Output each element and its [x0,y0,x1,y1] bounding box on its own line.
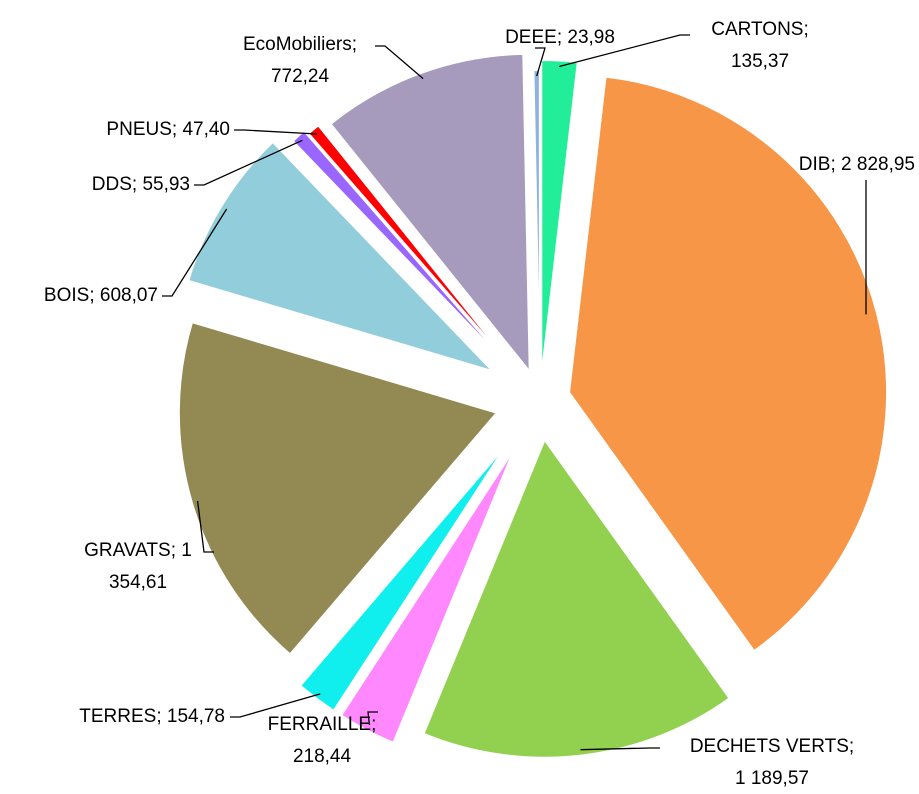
data-label-line: DIB; 2 828,95 [799,154,915,175]
data-label-line: 772,24 [271,66,330,87]
data-label-line: 135,37 [731,51,789,72]
pie-slice [291,129,514,372]
data-label-line: 218,44 [293,746,352,767]
leader-line [375,45,424,80]
leader-line [367,711,378,726]
data-label: PNEUS; 47,40 [106,119,230,140]
data-label: GRAVATS; 1 354,61 [84,540,192,593]
data-label-line: EcoMobiliers; [243,34,357,55]
leader-line [535,47,546,77]
data-label: BOIS; 608,07 [44,285,158,306]
pie-slice [329,52,531,375]
pie-slice [339,448,516,745]
data-label-line: DECHETS VERTS; [690,736,854,757]
pie-slice [540,59,579,379]
data-label-line: 1 189,57 [735,768,809,789]
leader-line [230,693,321,718]
pie-slice [298,443,508,713]
pie-slice [422,437,732,759]
leader-line [559,34,690,68]
data-label-line: DDS; 55,93 [92,174,190,195]
data-label-line: DEEE; 23,98 [505,27,615,48]
data-label-line: 354,61 [109,572,167,593]
leader-line [196,500,214,553]
data-label-line: CARTONS; [711,19,809,40]
pie-slice [177,320,499,656]
data-label: TERRES; 154,78 [79,706,225,727]
leader-line [162,208,228,297]
data-label-line: BOIS; 608,07 [44,285,158,306]
data-label: FERRAILLE; 218,44 [268,714,377,767]
data-label: EcoMobiliers; 772,24 [243,34,357,87]
data-label: DECHETS VERTS; 1 189,57 [690,736,854,789]
data-label-line: GRAVATS; 1 [84,540,192,561]
data-label-line: PNEUS; 47,40 [106,119,230,140]
pie-slice [186,140,497,374]
data-label: CARTONS; 135,37 [711,19,809,72]
data-label: DDS; 55,93 [92,174,190,195]
data-label: DEEE; 23,98 [505,27,615,48]
pie-slice [532,69,541,389]
pie-slice [568,75,888,653]
leader-line [194,139,303,186]
leader-line [580,747,660,751]
data-label-line: FERRAILLE; [268,714,377,735]
leader-line [234,129,318,135]
data-label-line: TERRES; 154,78 [79,706,225,727]
data-label: DIB; 2 828,95 [799,154,915,175]
